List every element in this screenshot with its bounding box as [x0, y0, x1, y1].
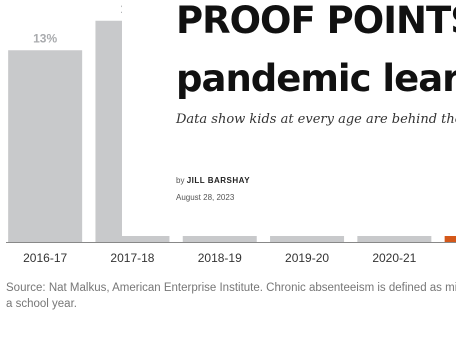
x-tick-label: 2020-21	[372, 251, 416, 265]
value-label: 13%	[33, 31, 57, 45]
author[interactable]: JILL BARSHAY	[186, 176, 251, 185]
headline: pandemic learning	[176, 57, 456, 100]
headline: PROOF POINTS	[176, 0, 456, 42]
by: by	[176, 176, 185, 185]
date: August 28, 2023	[176, 193, 235, 202]
bar	[8, 50, 83, 242]
x-tick-label: 2016-17	[23, 251, 67, 265]
article-header: PROOF POINTS pandemic learning Data show…	[122, 0, 456, 236]
x-tick-label: 2018-19	[198, 251, 242, 265]
x-tick-label: 2017-18	[110, 251, 154, 265]
source: Source: Nat Malkus, American Enterprise …	[6, 282, 456, 294]
subtitle: Data show kids at every age are behind t…	[176, 112, 456, 127]
source: a school year.	[6, 298, 77, 310]
byline: by JILL BARSHAY	[176, 176, 250, 185]
x-tick-label: 2019-20	[285, 251, 329, 265]
